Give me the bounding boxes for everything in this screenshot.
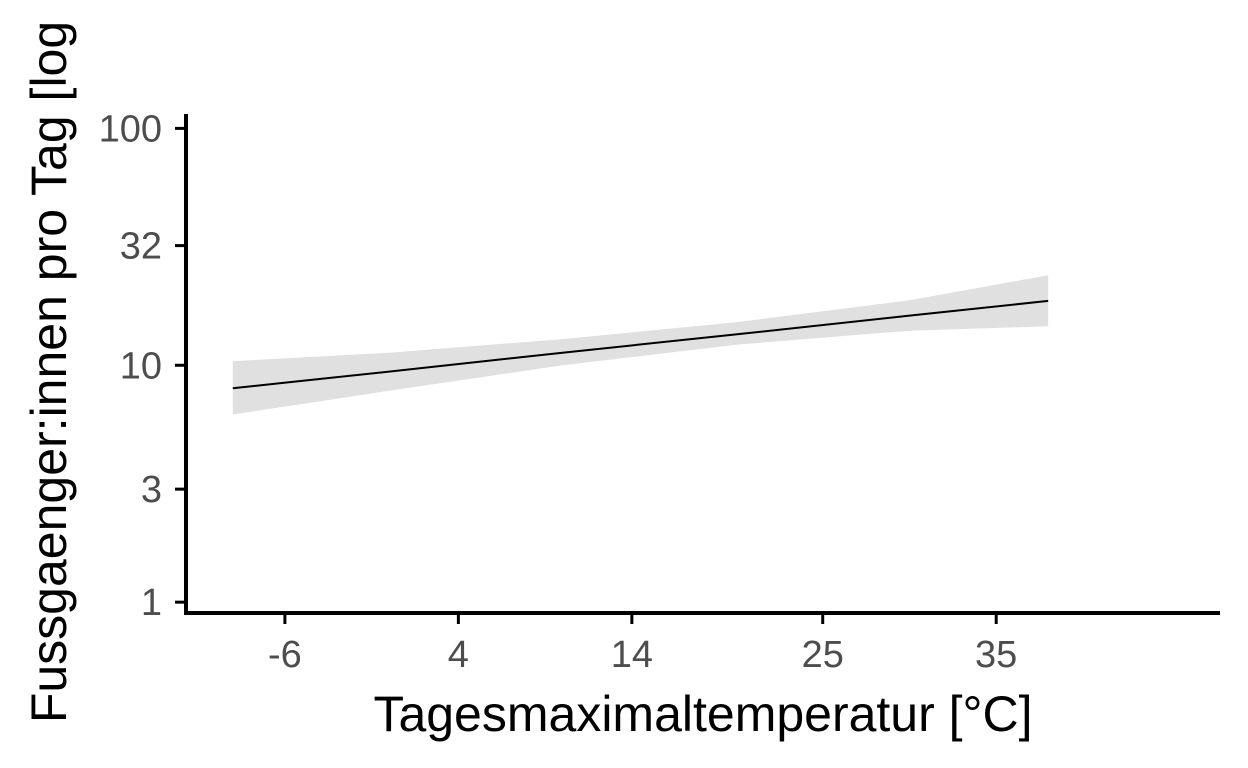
series-line — [232, 299, 1049, 390]
x-tick-label: 25 — [802, 634, 844, 676]
x-tick-label: 4 — [448, 634, 469, 676]
y-tick-label: 100 — [99, 108, 162, 150]
x-tick-label: -6 — [268, 634, 302, 676]
y-tick-label: 3 — [141, 469, 162, 511]
y-tick-label: 1 — [141, 582, 162, 624]
x-axis-title: Tagesmaximaltemperatur [°C] — [373, 686, 1032, 742]
x-tick-label: 35 — [975, 634, 1017, 676]
x-tick-label: 14 — [611, 634, 653, 676]
axes — [184, 114, 1220, 615]
x-ticks: -6 4 14 25 35 — [268, 613, 1017, 676]
y-tick-label: 10 — [120, 345, 162, 387]
y-axis-title: Fussgaenger:innen pro Tag [log — [21, 21, 77, 723]
y-ticks: 1 3 10 32 100 — [99, 108, 186, 624]
y-tick-label: 32 — [120, 226, 162, 268]
plot-area — [232, 275, 1049, 415]
